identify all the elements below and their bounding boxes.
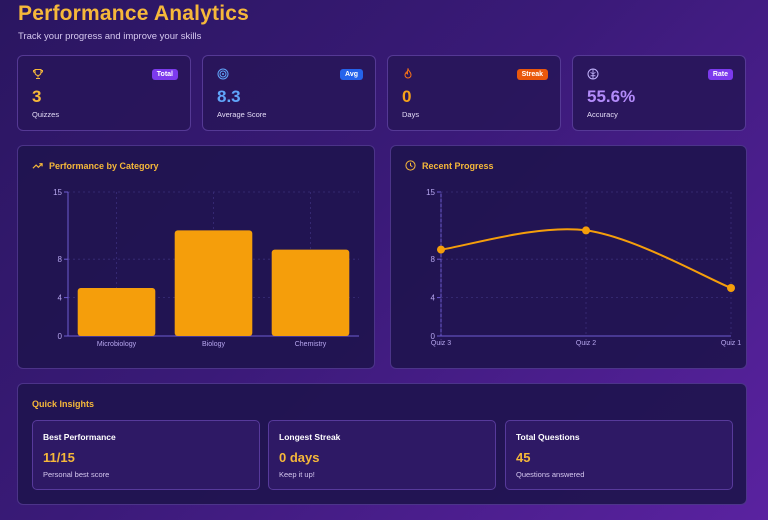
y-tick-label: 8	[431, 255, 436, 264]
insight-card-total-questions: Total Questions 45 Questions answered	[505, 420, 733, 490]
insight-value: 0 days	[279, 450, 320, 465]
panel-title: Quick Insights	[32, 399, 95, 409]
insight-card-best-performance: Best Performance 11/15 Personal best sco…	[32, 420, 260, 490]
bar-chart: 0 4 8 15 Microbiology Biology Chemistry	[53, 188, 359, 348]
insight-subtitle: Personal best score	[43, 470, 110, 479]
clock-icon	[405, 160, 416, 171]
flame-icon	[404, 68, 412, 79]
insight-title: Best Performance	[43, 432, 116, 442]
trending-up-icon	[32, 163, 43, 169]
data-point-quiz-2	[582, 226, 590, 235]
stat-card-average-score: Avg 8.3 Average Score	[202, 55, 376, 131]
y-tick-label: 4	[58, 294, 63, 303]
x-tick-label: Quiz 3	[431, 340, 451, 347]
line-chart: 0 4 8 15 Quiz 3 Quiz 2 Quiz 1	[426, 188, 741, 347]
stat-value: 8.3	[217, 87, 241, 106]
x-tick-label: Quiz 2	[576, 340, 596, 347]
page-title: Performance Analytics	[18, 2, 250, 25]
stat-label: Average Score	[217, 110, 267, 119]
brain-icon	[587, 68, 599, 80]
quick-insights-panel: Quick Insights Best Performance 11/15 Pe…	[17, 383, 747, 505]
stat-label: Days	[402, 110, 420, 119]
progress-chart-panel: Recent Progress 0 4 8 15 Quiz 3 Quiz 2 Quiz 1	[390, 145, 747, 369]
data-point-quiz-3	[437, 245, 445, 254]
status-badge: Avg	[340, 69, 363, 80]
target-icon	[217, 68, 229, 80]
y-tick-label: 15	[53, 188, 62, 197]
bar-biology	[174, 230, 253, 336]
trophy-icon	[32, 68, 44, 80]
bar-chemistry	[271, 249, 350, 336]
bar-microbiology	[77, 288, 156, 336]
stat-value: 55.6%	[587, 87, 636, 106]
stat-card-accuracy: Rate 55.6% Accuracy	[572, 55, 746, 131]
status-badge: Rate	[707, 69, 733, 80]
y-tick-label: 0	[58, 332, 63, 341]
status-badge: Streak	[516, 69, 548, 80]
category-chart-panel: Performance by Category 0 4 8 15 Microbiolog…	[17, 145, 375, 369]
insight-title: Total Questions	[516, 432, 580, 442]
y-tick-label: 15	[426, 188, 435, 197]
x-tick-label: Chemistry	[295, 341, 327, 348]
status-badge: Total	[151, 69, 178, 80]
y-tick-label: 0	[431, 332, 436, 341]
insight-subtitle: Keep it up!	[279, 470, 315, 479]
panel-title: Recent Progress	[422, 160, 494, 171]
insight-title: Longest Streak	[279, 432, 341, 442]
x-tick-label: Quiz 1	[721, 340, 741, 347]
page-subtitle: Track your progress and improve your ski…	[18, 31, 202, 42]
stat-card-streak: Streak 0 Days	[387, 55, 561, 131]
panel-title: Performance by Category	[49, 160, 159, 171]
data-point-quiz-1	[727, 284, 735, 292]
stat-value: 3	[32, 87, 42, 106]
x-tick-label: Microbiology	[97, 341, 137, 348]
stat-label: Quizzes	[32, 110, 60, 119]
insight-value: 45	[516, 450, 531, 465]
insight-subtitle: Questions answered	[516, 470, 585, 479]
insight-card-longest-streak: Longest Streak 0 days Keep it up!	[268, 420, 496, 490]
y-tick-label: 8	[58, 255, 63, 264]
y-tick-label: 4	[431, 294, 436, 303]
stat-card-quizzes: Total 3 Quizzes	[17, 55, 191, 131]
stat-label: Accuracy	[587, 110, 618, 119]
stat-value: 0	[402, 87, 412, 106]
insight-value: 11/15	[43, 450, 75, 465]
page-header: Performance Analytics Track your progres…	[18, 2, 249, 42]
x-tick-label: Biology	[202, 341, 225, 348]
